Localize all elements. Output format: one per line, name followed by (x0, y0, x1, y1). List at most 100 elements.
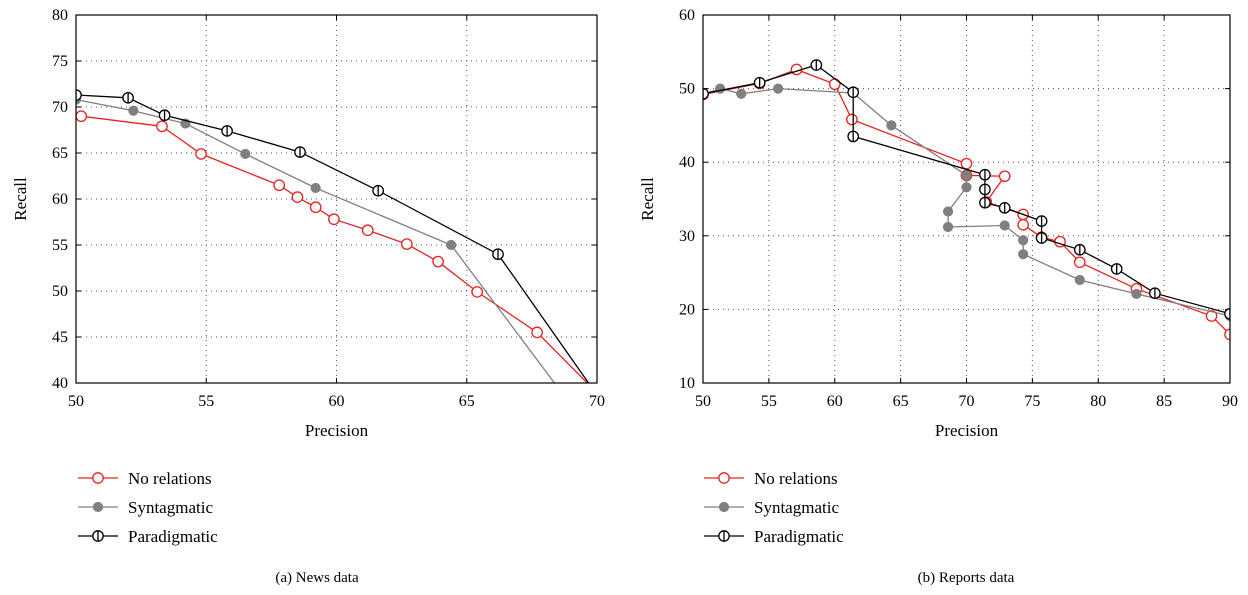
x-tick-label: 80 (1090, 393, 1106, 410)
data-point (309, 201, 322, 214)
legend-marker (718, 501, 730, 513)
data-point (999, 220, 1010, 231)
x-tick-labels: 50 55 60 65 70 (68, 393, 605, 410)
y-tick-label: 60 (52, 191, 68, 208)
x-axis-label: Precision (305, 421, 369, 440)
legend: No relations Syntagmatic Paradigmatic (78, 469, 218, 546)
data-point (273, 179, 286, 192)
x-tick-label: 85 (1156, 393, 1172, 410)
y-tick-label: 50 (52, 283, 68, 300)
series-3 (76, 89, 590, 383)
data-point (240, 148, 251, 160)
data-point (122, 91, 134, 104)
data-point (446, 239, 457, 251)
data-point (1018, 249, 1029, 260)
data-point-ring (1224, 307, 1230, 320)
grid (703, 15, 1230, 383)
y-tick-label: 40 (52, 375, 68, 392)
x-tick-labels: 50 55 60 65 70 75 80 85 90 (695, 393, 1238, 410)
series-line (76, 94, 590, 383)
data-point (310, 182, 321, 194)
legend-item: Paradigmatic (704, 527, 844, 546)
x-tick-label: 70 (589, 393, 605, 410)
plot-frame (702, 14, 1231, 384)
series-1 (76, 110, 589, 383)
data-point (1035, 215, 1048, 227)
data-point (1149, 287, 1161, 300)
figure-caption: (a) News data (275, 570, 359, 586)
legend-item: Paradigmatic (78, 527, 218, 546)
legend-label: No relations (128, 469, 212, 488)
data-point (810, 59, 823, 71)
y-tick-labels: 40 45 50 55 60 65 70 75 80 (52, 7, 68, 392)
data-point (998, 201, 1011, 214)
data-point (753, 76, 766, 89)
data-point (1110, 263, 1123, 275)
y-axis-label: Recall (638, 177, 657, 221)
figure-caption: (b) Reports data (918, 570, 1015, 586)
data-point (372, 184, 385, 197)
x-tick-label: 55 (761, 393, 777, 410)
y-tick-label: 45 (52, 329, 68, 346)
legend-marker (92, 472, 104, 484)
data-point (158, 109, 171, 122)
data-point (979, 196, 991, 209)
y-tick-label: 40 (679, 154, 695, 171)
data-point (291, 191, 304, 204)
data-point (432, 255, 444, 268)
x-tick-label: 50 (695, 393, 711, 410)
y-tick-label: 70 (52, 99, 68, 116)
x-axis-label: Precision (935, 421, 999, 440)
legend-label: Syntagmatic (128, 498, 213, 517)
x-tick-label: 70 (959, 393, 975, 410)
data-point (886, 120, 897, 131)
data-point (1018, 235, 1029, 246)
data-point (195, 148, 207, 160)
data-point (76, 110, 88, 123)
legend-item: No relations (704, 469, 838, 488)
legend-marker (718, 472, 730, 484)
data-point (1074, 274, 1085, 286)
data-point (942, 221, 954, 233)
legend-item: Syntagmatic (704, 498, 839, 517)
x-tick-label: 75 (1024, 393, 1040, 410)
data-point (156, 120, 168, 133)
chart-panel-2: 50 55 60 65 70 75 80 85 90 10 20 30 40 50 60 Precision R… (638, 7, 1238, 586)
data-point (736, 88, 747, 99)
legend: No relations Syntagmatic Paradigmatic (704, 469, 844, 546)
data-point (400, 238, 413, 250)
data-point (998, 170, 1011, 183)
legend-marker (92, 530, 104, 542)
data-point (979, 168, 991, 181)
chart-panel-1: 50 55 60 65 70 40 45 50 55 60 65 70 75 80 Precision Rec… (11, 7, 605, 586)
y-tick-labels: 10 20 30 40 50 60 (679, 7, 695, 392)
data-point (361, 224, 374, 237)
x-tick-label: 55 (198, 393, 214, 410)
data-point (1073, 256, 1086, 269)
data-point (847, 130, 860, 143)
x-tick-label: 65 (459, 393, 475, 410)
data-point (128, 105, 139, 116)
y-tick-label: 80 (52, 7, 68, 24)
data-point (960, 157, 973, 170)
data-point (961, 182, 972, 193)
data-point (221, 125, 233, 137)
y-tick-label: 55 (52, 237, 68, 254)
x-tick-label: 90 (1222, 393, 1238, 410)
data-point (471, 286, 484, 298)
data-point (942, 206, 954, 217)
legend-item: Syntagmatic (78, 498, 213, 517)
legend-marker (718, 530, 730, 542)
data-point (846, 113, 858, 126)
series-3 (703, 59, 1230, 320)
y-tick-label: 30 (679, 228, 695, 245)
data-point (703, 87, 709, 100)
x-tick-label: 50 (68, 393, 84, 410)
legend-marker (92, 501, 104, 513)
plot-frame (75, 14, 598, 384)
data-point-ring (703, 87, 709, 100)
grid (76, 15, 597, 383)
x-tick-label: 65 (893, 393, 909, 410)
